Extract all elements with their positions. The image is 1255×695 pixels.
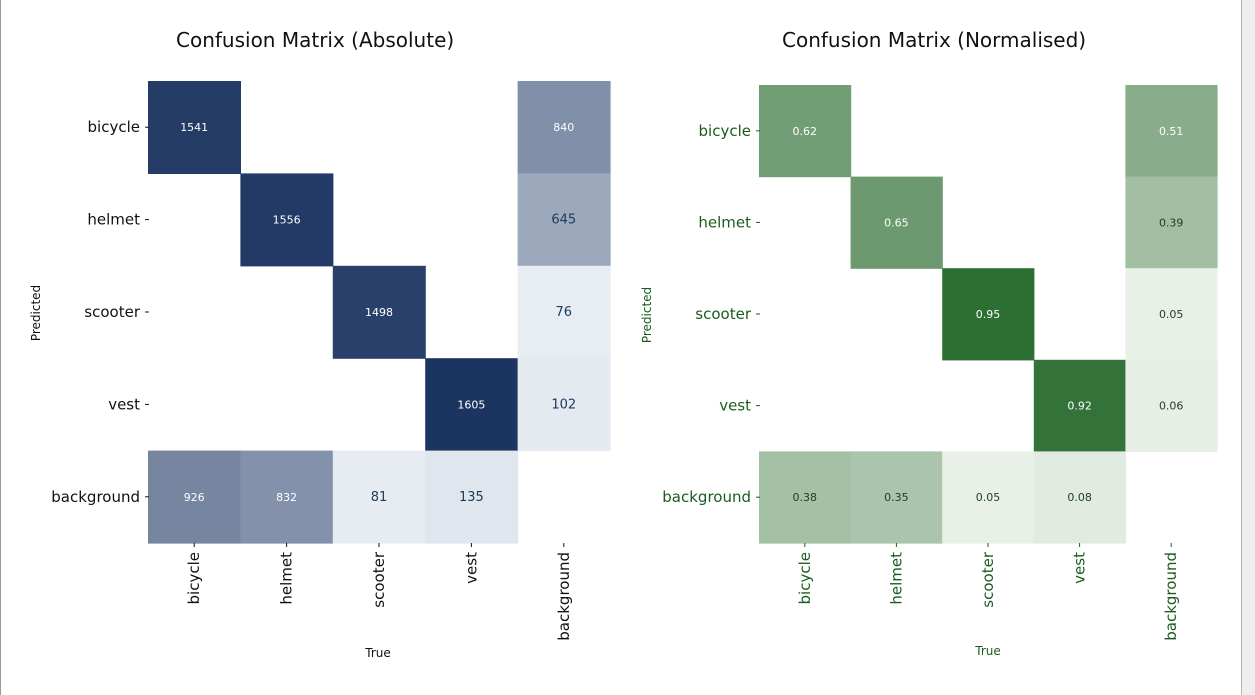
normalised-x-axis-title: True [974, 644, 1001, 658]
normalised-cell-background-helmet [850, 451, 943, 544]
absolute-cell-scooter-background [517, 265, 611, 359]
absolute-cell-background-helmet [240, 450, 334, 544]
absolute-cell-vest-vest [425, 358, 519, 452]
absolute-y-tick-label-scooter: scooter [84, 303, 141, 321]
normalised-x-tick-label-vest: vest [1071, 552, 1089, 584]
absolute-cell-label-background-scooter: 81 [371, 490, 388, 505]
normalised-cell-label-helmet-background: 0.39 [1159, 216, 1184, 229]
normalised-cell-background-bicycle [759, 451, 852, 544]
normalised-cell-helmet-background [1125, 176, 1218, 269]
chart-title-normalised: Confusion Matrix (Normalised) [782, 28, 1087, 52]
absolute-cell-label-vest-vest: 1605 [457, 398, 485, 411]
normalised-x-tick-label-bicycle: bicycle [796, 552, 814, 604]
absolute-x-axis-title: True [364, 646, 391, 660]
window-scrollbar-track[interactable] [1241, 0, 1255, 695]
normalised-cell-scooter-scooter [942, 268, 1035, 361]
window-left-edge [0, 0, 1, 695]
normalised-y-tick-label-scooter: scooter [695, 305, 752, 323]
normalised-cell-label-helmet-helmet: 0.65 [884, 216, 909, 229]
absolute-cell-bicycle-bicycle [148, 81, 241, 174]
absolute-cell-label-helmet-helmet: 1556 [273, 214, 301, 227]
absolute-y-tick-label-background: background [51, 488, 140, 506]
absolute-x-tick-label-helmet: helmet [278, 552, 296, 605]
absolute-cell-vest-background [517, 358, 611, 452]
normalised-cell-label-vest-background: 0.06 [1159, 400, 1184, 413]
absolute-cell-bicycle-background [517, 81, 611, 174]
absolute-cell-helmet-background [517, 173, 611, 267]
absolute-y-tick-label-helmet: helmet [87, 211, 140, 229]
normalised-cell-label-background-vest: 0.08 [1067, 491, 1092, 504]
normalised-cell-bicycle-background [1125, 85, 1218, 178]
absolute-cell-label-vest-background: 102 [551, 397, 576, 412]
normalised-cell-label-background-bicycle: 0.38 [793, 491, 818, 504]
absolute-y-axis-title: Predicted [29, 285, 43, 341]
absolute-cell-background-vest [425, 450, 519, 544]
normalised-cell-label-background-helmet: 0.35 [884, 491, 909, 504]
absolute-y-tick-label-bicycle: bicycle [88, 118, 140, 136]
normalised-cell-label-background-scooter: 0.05 [976, 491, 1001, 504]
absolute-cell-helmet-helmet [240, 173, 334, 267]
normalised-x-tick-label-scooter: scooter [979, 551, 997, 608]
absolute-cell-label-background-helmet: 832 [276, 491, 297, 504]
normalised-y-tick-label-background: background [662, 488, 751, 506]
normalised-cell-bicycle-bicycle [759, 85, 852, 178]
normalised-x-tick-label-background: background [1162, 552, 1180, 641]
absolute-x-tick-label-background: background [555, 552, 573, 641]
absolute-cell-label-bicycle-bicycle: 1541 [180, 121, 208, 134]
absolute-cell-background-scooter [332, 450, 426, 544]
normalised-y-axis-title: Predicted [640, 287, 654, 343]
normalised-cell-label-scooter-background: 0.05 [1159, 308, 1184, 321]
normalised-cell-helmet-helmet [850, 176, 943, 269]
absolute-y-tick-label-vest: vest [108, 395, 140, 413]
absolute-cell-label-helmet-background: 645 [551, 213, 576, 228]
normalised-cell-vest-background [1125, 359, 1218, 452]
normalised-y-tick-label-helmet: helmet [698, 213, 751, 231]
normalised-cell-label-vest-vest: 0.92 [1067, 400, 1092, 413]
normalised-y-tick-label-bicycle: bicycle [699, 122, 751, 140]
normalised-cell-background-scooter [942, 451, 1035, 544]
absolute-cell-label-scooter-background: 76 [556, 305, 573, 320]
normalised-cell-scooter-background [1125, 268, 1218, 361]
normalised-y-tick-label-vest: vest [719, 397, 751, 415]
normalised-cell-label-scooter-scooter: 0.95 [976, 308, 1001, 321]
absolute-x-tick-label-bicycle: bicycle [185, 552, 203, 604]
absolute-x-tick-label-vest: vest [462, 552, 480, 584]
absolute-cell-label-background-vest: 135 [459, 490, 484, 505]
absolute-cell-label-background-bicycle: 926 [184, 491, 205, 504]
normalised-x-tick-label-helmet: helmet [887, 552, 905, 605]
normalised-cell-label-bicycle-bicycle: 0.62 [793, 125, 818, 138]
absolute-cell-background-bicycle [148, 450, 241, 544]
normalised-cell-vest-vest [1033, 359, 1126, 452]
absolute-cell-label-bicycle-background: 840 [553, 121, 574, 134]
absolute-x-tick-label-scooter: scooter [370, 551, 388, 608]
chart-title-absolute: Confusion Matrix (Absolute) [176, 28, 455, 52]
absolute-cell-scooter-scooter [332, 265, 426, 359]
absolute-cell-label-scooter-scooter: 1498 [365, 306, 393, 319]
normalised-cell-label-bicycle-background: 0.51 [1159, 125, 1184, 138]
normalised-cell-background-vest [1033, 451, 1126, 544]
